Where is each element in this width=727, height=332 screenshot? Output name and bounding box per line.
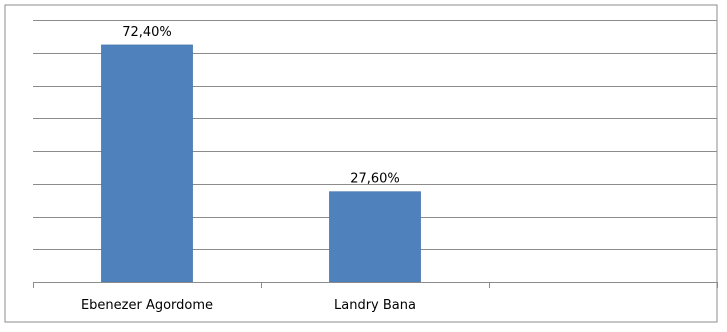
- bars: [101, 44, 421, 283]
- data-label: 72,40%: [122, 25, 172, 40]
- bar: [101, 44, 193, 283]
- x-tick-label: Landry Bana: [334, 298, 416, 313]
- data-label: 27,60%: [350, 172, 400, 187]
- x-tick-labels: Ebenezer Agordome Landry Bana: [81, 298, 416, 313]
- data-labels: 72,40% 27,60%: [122, 25, 400, 187]
- x-tick-label: Ebenezer Agordome: [81, 298, 213, 313]
- bar: [329, 191, 421, 283]
- x-axis: [33, 282, 718, 288]
